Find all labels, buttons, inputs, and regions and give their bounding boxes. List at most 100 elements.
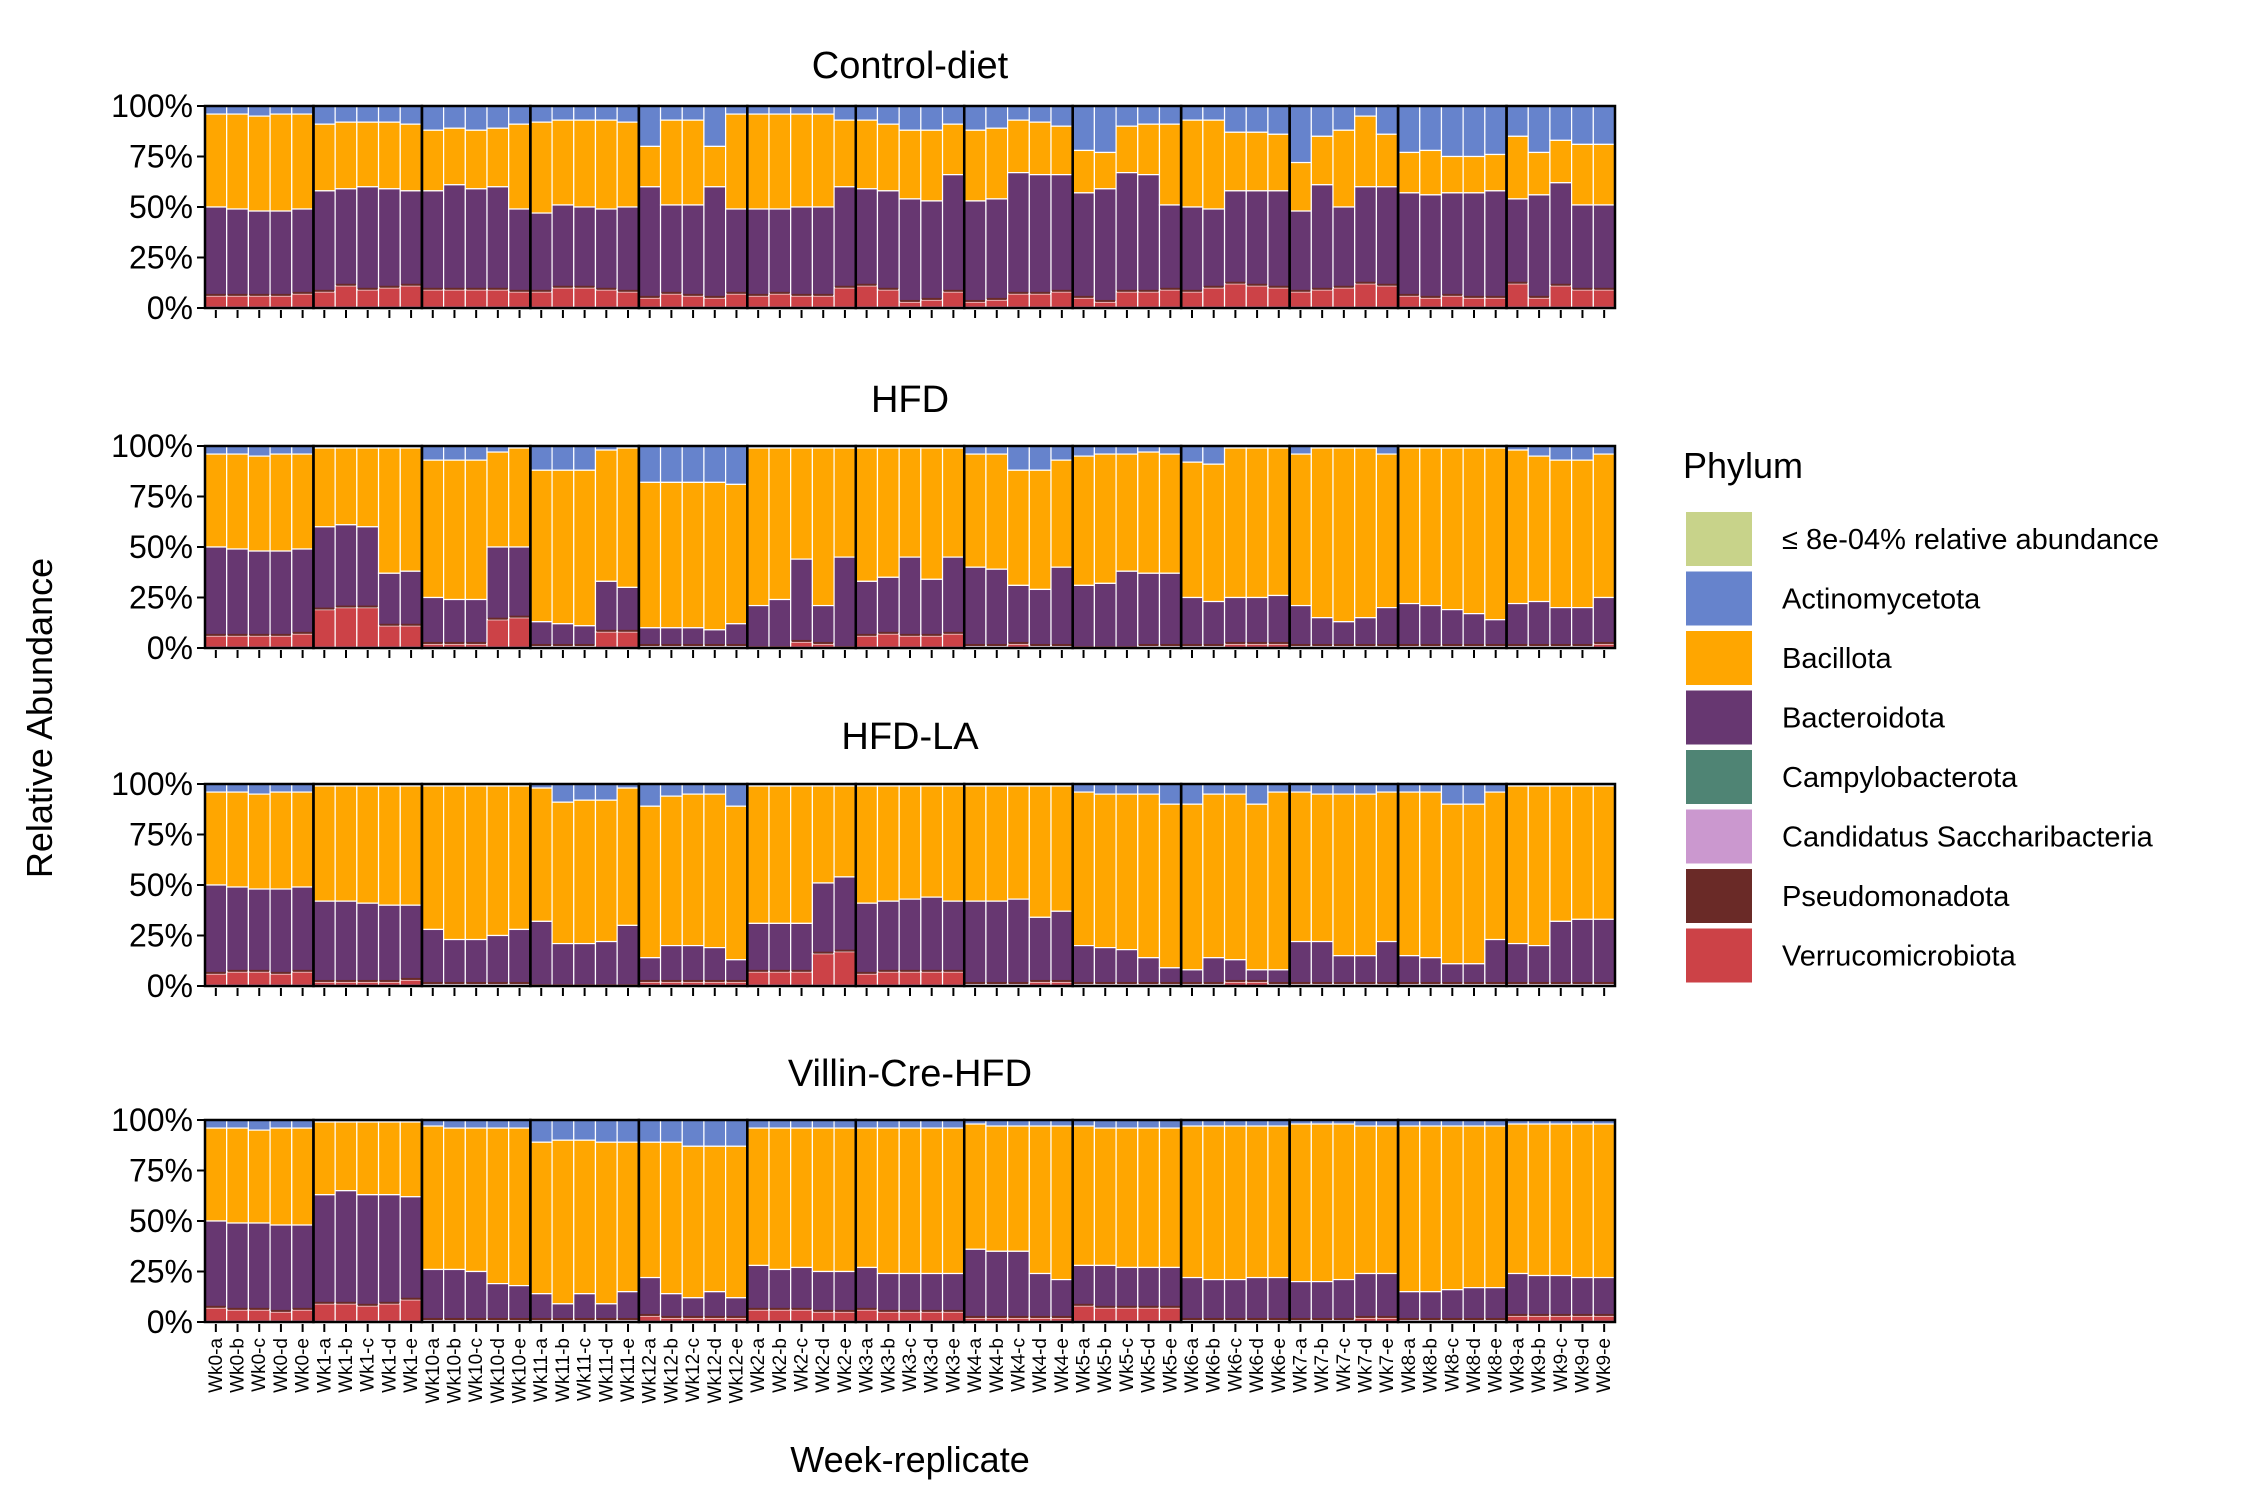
bar-segment-bacteroidota	[1267, 1276, 1291, 1321]
bar-segment-bacillota	[464, 129, 488, 190]
bar-segment-verrucomicrobiota	[1462, 297, 1486, 309]
bar-segment-bacteroidota	[811, 1270, 835, 1313]
bar-segment-verrucomicrobiota	[399, 285, 423, 309]
bar-segment-bacteroidota	[898, 898, 922, 973]
bar-segment-bacillota	[963, 129, 987, 202]
bar-segment-pseudomonadota	[1485, 1317, 1506, 1320]
bar-segment-pseudomonadota	[683, 1315, 703, 1318]
bar-segment-bacillota	[1137, 1127, 1161, 1269]
x-tick-label: Wk2-d	[813, 1338, 834, 1393]
bar-segment-bacillota	[1289, 161, 1312, 212]
bar-segment-actinomycetota	[1093, 783, 1117, 795]
bar-segment-actinomycetota	[1007, 105, 1030, 121]
bar-segment-actinomycetota	[855, 105, 879, 121]
y-tick-label: 50%	[129, 529, 193, 565]
x-axis-title: Week-replicate	[790, 1439, 1029, 1480]
bar-segment-bacteroidota	[725, 1297, 748, 1319]
bar-segment-bacteroidota	[1028, 588, 1052, 647]
bar-segment-actinomycetota	[681, 783, 705, 795]
bar-segment-bacteroidota	[790, 1266, 813, 1311]
bar-segment-pseudomonadota	[639, 295, 660, 298]
bar-segment-verrucomicrobiota	[1397, 295, 1421, 309]
bar-segment-pseudomonadota	[965, 643, 985, 646]
bar-segment-bacteroidota	[833, 1270, 857, 1313]
bar-segment-bacteroidota	[1332, 621, 1356, 647]
bar-segment-pseudomonadota	[1095, 1305, 1116, 1308]
bar-segment-pseudomonadota	[878, 969, 899, 972]
bar-segment-verrucomicrobiota	[1115, 1307, 1139, 1323]
legend-swatch	[1686, 928, 1752, 983]
bar-segment-pseudomonadota	[1312, 1317, 1332, 1320]
bar-segment-bacillota	[291, 791, 315, 888]
bar-segment-pseudomonadota	[965, 981, 985, 984]
bar-segment-bacteroidota	[1332, 1278, 1356, 1321]
bar-segment-bacteroidota	[443, 1268, 466, 1321]
x-tick-label: Wk7-c	[1334, 1338, 1355, 1392]
bar-segment-verrucomicrobiota	[1158, 1307, 1182, 1323]
bar-segment-verrucomicrobiota	[291, 1309, 315, 1323]
x-tick-label: Wk0-d	[271, 1338, 292, 1393]
bar-segment-actinomycetota	[898, 105, 922, 131]
bar-segment-verrucomicrobiota	[1310, 289, 1334, 309]
bar-segment-bacillota	[1354, 793, 1377, 957]
bar-segment-bacteroidota	[291, 1224, 315, 1311]
legend-swatch	[1686, 512, 1752, 566]
x-tick-label: Wk6-c	[1225, 1338, 1246, 1392]
bar-segment-bacillota	[1571, 143, 1594, 206]
bar-segment-pseudomonadota	[1355, 981, 1376, 984]
bar-segment-pseudomonadota	[509, 289, 530, 292]
y-tick-label: 100%	[111, 428, 193, 464]
bar-segment-bacillota	[204, 1127, 228, 1222]
bar-segment-verrucomicrobiota	[1072, 1305, 1095, 1323]
bar-segment-actinomycetota	[529, 1119, 553, 1143]
bar-segment-bacteroidota	[985, 568, 1009, 647]
bar-segment-pseudomonadota	[1117, 289, 1137, 292]
bar-segment-verrucomicrobiota	[356, 606, 380, 649]
bar-segment-actinomycetota	[1462, 783, 1486, 805]
bar-segment-bacteroidota	[399, 904, 423, 981]
bar-segment-actinomycetota	[247, 445, 271, 457]
bar-segment-verrucomicrobiota	[1484, 297, 1508, 309]
bar-segment-verrucomicrobiota	[659, 293, 683, 309]
bar-segment-bacillota	[1527, 455, 1551, 603]
bar-segment-verrucomicrobiota	[616, 291, 640, 309]
bar-segment-bacteroidota	[486, 546, 510, 621]
bar-segment-verrucomicrobiota	[443, 289, 466, 309]
bar-segment-pseudomonadota	[1464, 295, 1484, 298]
bar-segment-pseudomonadota	[444, 981, 465, 984]
bar-segment-actinomycetota	[1158, 105, 1182, 125]
bar-segment-verrucomicrobiota	[876, 971, 900, 987]
bar-segment-bacillota	[334, 447, 358, 526]
bar-segment-pseudomonadota	[1052, 643, 1072, 646]
bar-segment-bacteroidota	[1180, 969, 1204, 985]
bar-segment-bacteroidota	[1440, 192, 1464, 297]
bar-segment-verrucomicrobiota	[920, 635, 944, 649]
bar-segment-bacillota	[1505, 785, 1529, 945]
bar-segment-bacillota	[1223, 793, 1247, 961]
bar-segment-bacteroidota	[1571, 204, 1594, 291]
bar-segment-bacillota	[1093, 793, 1117, 949]
bar-segment-bacteroidota	[1549, 1274, 1573, 1317]
bar-segment-bacteroidota	[1462, 963, 1486, 985]
bar-segment-pseudomonadota	[1485, 643, 1506, 646]
bar-segment-actinomycetota	[1505, 105, 1529, 137]
bar-segment-actinomycetota	[1202, 105, 1226, 121]
bar-segment-bacillota	[638, 1141, 662, 1279]
bar-segment-bacteroidota	[876, 190, 900, 291]
bar-segment-bacillota	[1115, 793, 1139, 951]
bar-segment-actinomycetota	[594, 1119, 618, 1143]
bar-segment-actinomycetota	[703, 783, 727, 795]
x-tick-label: Wk6-a	[1182, 1338, 1203, 1393]
bar-segment-pseudomonadota	[1268, 981, 1289, 984]
bar-segment-bacteroidota	[464, 938, 488, 985]
bar-segment-pseudomonadota	[1399, 1317, 1419, 1320]
legend-title: Phylum	[1683, 445, 1803, 486]
y-tick-label: 50%	[129, 189, 193, 225]
bar-segment-pseudomonadota	[1442, 293, 1463, 296]
bar-segment-bacillota	[1158, 1127, 1182, 1269]
x-tick-label: Wk12-d	[705, 1338, 726, 1403]
bar-segment-bacillota	[1527, 151, 1551, 196]
bar-segment-verrucomicrobiota	[855, 1309, 879, 1323]
bar-segment-bacteroidota	[291, 886, 315, 973]
bar-segment-bacteroidota	[1072, 1264, 1095, 1307]
